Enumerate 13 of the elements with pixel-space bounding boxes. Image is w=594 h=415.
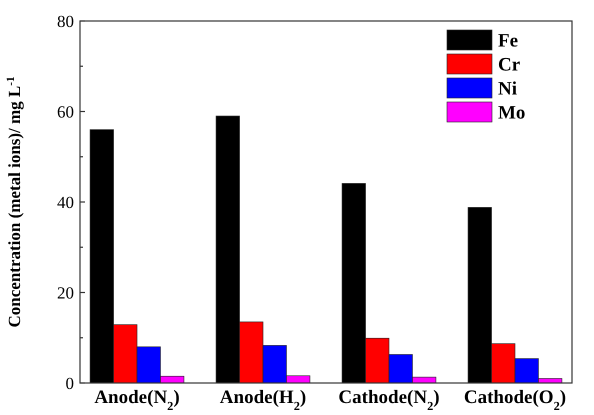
x-tick-label: Cathode(O$_{2}$) [464, 387, 566, 413]
x-tick-label: Cathode(N$_{2}$) [338, 387, 440, 413]
y-tick-label: 60 [57, 102, 74, 122]
legend-label: Fe [498, 30, 518, 52]
legend-label: Cr [498, 54, 521, 76]
y-tick-label: 40 [57, 192, 74, 212]
x-tick-label: Anode(N$_{2}$) [94, 387, 180, 413]
y-tick-label: 0 [66, 374, 74, 393]
legend-label: Ni [498, 78, 517, 100]
y-tick-label: 80 [57, 12, 74, 31]
y-tick-label: 20 [57, 283, 74, 302]
x-tick-label: Anode(H$_{2}$) [220, 387, 306, 413]
legend-label: Mo [498, 102, 526, 124]
